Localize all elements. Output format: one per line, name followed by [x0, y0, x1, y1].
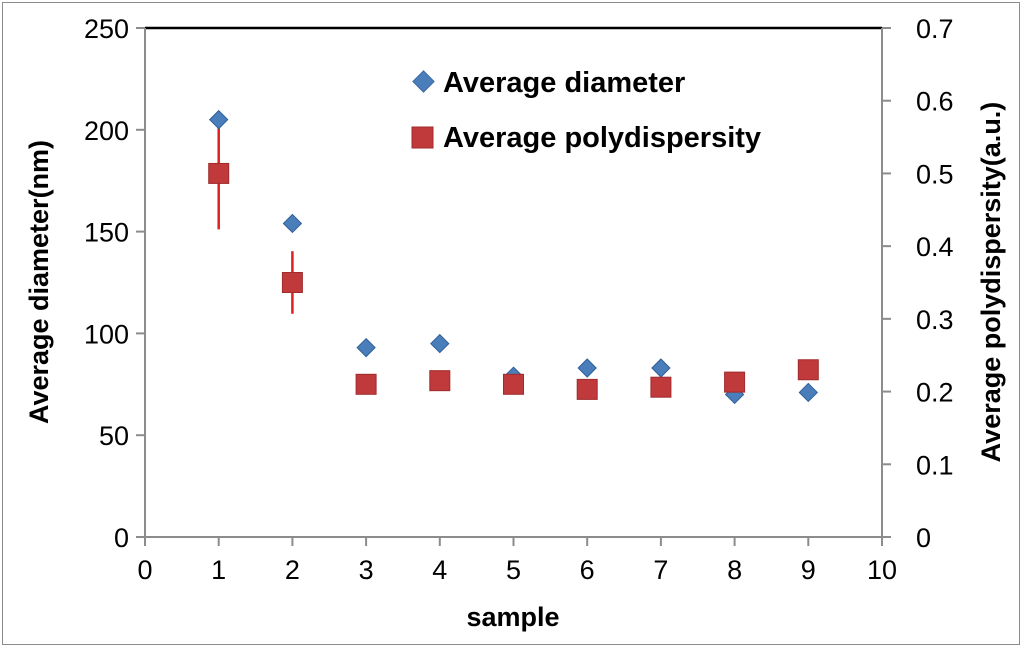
x-tick-label: 7 — [653, 555, 668, 585]
y-tick-label: 250 — [84, 14, 129, 44]
x-tick-label: 6 — [580, 555, 595, 585]
x-tick-label: 1 — [211, 555, 226, 585]
x-tick-label: 9 — [801, 555, 816, 585]
diameter-point — [798, 382, 819, 403]
x-tick-label: 4 — [432, 555, 447, 585]
polydispersity-point — [724, 371, 746, 393]
polydispersity-point — [208, 162, 230, 184]
x-axis-title: sample — [466, 602, 559, 632]
diameter-point — [282, 213, 303, 234]
legend-square-marker — [411, 126, 434, 149]
legend: Average diameter Average polydispersity — [411, 67, 761, 154]
polydispersity-point — [355, 373, 377, 395]
y-tick-label: 50 — [99, 421, 129, 451]
diameter-point — [208, 109, 229, 130]
diameter-point — [651, 358, 671, 378]
y2-tick-label: 0.2 — [916, 378, 954, 408]
y2-tick-label: 0.7 — [916, 14, 954, 44]
y-tick-label: 200 — [84, 116, 129, 146]
y2-tick-label: 0.1 — [916, 450, 954, 480]
y-axis-title: Average diameter(nm) — [24, 140, 54, 424]
diameter-point — [577, 358, 597, 378]
polydispersity-point — [429, 370, 451, 392]
y-tick-label: 100 — [84, 319, 129, 349]
y-tick-label: 150 — [84, 218, 129, 248]
y2-tick-label: 0 — [916, 523, 931, 553]
y2-tick-label: 0.5 — [916, 159, 954, 189]
polydispersity-point — [503, 373, 524, 395]
diameter-point — [430, 333, 450, 354]
x-tick-label: 8 — [727, 555, 742, 585]
legend-label-diameter: Average diameter — [443, 67, 685, 99]
y-tick-label: 0 — [114, 523, 129, 553]
x-tick-label: 10 — [867, 555, 897, 585]
legend-diamond-marker — [412, 70, 435, 93]
polydispersity-point — [797, 359, 819, 381]
legend-label-polydispersity: Average polydispersity — [443, 122, 761, 154]
diameter-point — [356, 337, 376, 358]
y2-tick-label: 0.4 — [916, 232, 954, 262]
x-tick-label: 3 — [359, 555, 374, 585]
x-tick-label: 2 — [285, 555, 300, 585]
polydispersity-point — [576, 378, 598, 400]
y2-tick-label: 0.3 — [916, 305, 954, 335]
x-tick-label: 0 — [137, 555, 152, 585]
x-tick-label: 5 — [506, 555, 521, 585]
y2-tick-label: 0.6 — [916, 87, 954, 117]
polydispersity-point — [650, 376, 672, 398]
y2-axis-title: Average polydispersity(a.u.) — [976, 102, 1006, 463]
polydispersity-point — [281, 272, 303, 293]
